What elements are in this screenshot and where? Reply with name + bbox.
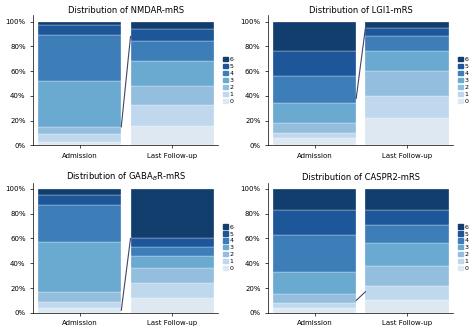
- Legend: 6, 5, 4, 3, 2, 1, 0: 6, 5, 4, 3, 2, 1, 0: [458, 224, 469, 271]
- Bar: [130, 105, 214, 125]
- Bar: [365, 243, 449, 266]
- Bar: [130, 125, 214, 145]
- Bar: [365, 266, 449, 286]
- Legend: 6, 5, 4, 3, 2, 1, 0: 6, 5, 4, 3, 2, 1, 0: [223, 224, 234, 271]
- Bar: [38, 292, 121, 302]
- Bar: [130, 189, 214, 238]
- Bar: [38, 25, 121, 35]
- Bar: [365, 51, 449, 71]
- Bar: [273, 210, 356, 235]
- Bar: [38, 134, 121, 142]
- Bar: [365, 71, 449, 96]
- Bar: [38, 308, 121, 313]
- Bar: [365, 37, 449, 51]
- Bar: [38, 127, 121, 134]
- Bar: [273, 189, 356, 210]
- Bar: [273, 303, 356, 308]
- Bar: [273, 138, 356, 145]
- Bar: [38, 205, 121, 242]
- Bar: [273, 272, 356, 294]
- Bar: [38, 195, 121, 205]
- Legend: 6, 5, 4, 3, 2, 1, 0: 6, 5, 4, 3, 2, 1, 0: [223, 57, 234, 104]
- Bar: [130, 268, 214, 283]
- Bar: [365, 22, 449, 28]
- Bar: [130, 238, 214, 247]
- Title: Distribution of LGI1-mRS: Distribution of LGI1-mRS: [309, 6, 413, 15]
- Bar: [365, 210, 449, 225]
- Bar: [273, 103, 356, 123]
- Bar: [273, 22, 356, 51]
- Title: Distribution of GABA$_B$R-mRS: Distribution of GABA$_B$R-mRS: [66, 170, 186, 183]
- Bar: [365, 189, 449, 210]
- Bar: [273, 76, 356, 103]
- Bar: [38, 189, 121, 195]
- Bar: [365, 28, 449, 37]
- Bar: [130, 256, 214, 268]
- Bar: [38, 35, 121, 81]
- Bar: [130, 247, 214, 256]
- Bar: [273, 235, 356, 272]
- Bar: [130, 42, 214, 61]
- Bar: [273, 294, 356, 303]
- Bar: [130, 22, 214, 29]
- Bar: [365, 225, 449, 243]
- Bar: [38, 81, 121, 127]
- Bar: [130, 86, 214, 105]
- Bar: [130, 29, 214, 42]
- Bar: [273, 133, 356, 138]
- Bar: [365, 300, 449, 313]
- Title: Distribution of NMDAR-mRS: Distribution of NMDAR-mRS: [68, 6, 184, 15]
- Bar: [273, 51, 356, 76]
- Bar: [38, 142, 121, 145]
- Title: Distribution of CASPR2-mRS: Distribution of CASPR2-mRS: [302, 173, 420, 182]
- Bar: [273, 308, 356, 313]
- Bar: [365, 118, 449, 145]
- Bar: [130, 61, 214, 86]
- Bar: [130, 283, 214, 298]
- Bar: [130, 298, 214, 313]
- Bar: [365, 96, 449, 118]
- Bar: [38, 302, 121, 308]
- Bar: [38, 242, 121, 292]
- Bar: [38, 22, 121, 25]
- Legend: 6, 5, 4, 3, 2, 1, 0: 6, 5, 4, 3, 2, 1, 0: [458, 57, 469, 104]
- Bar: [273, 123, 356, 133]
- Bar: [365, 286, 449, 300]
